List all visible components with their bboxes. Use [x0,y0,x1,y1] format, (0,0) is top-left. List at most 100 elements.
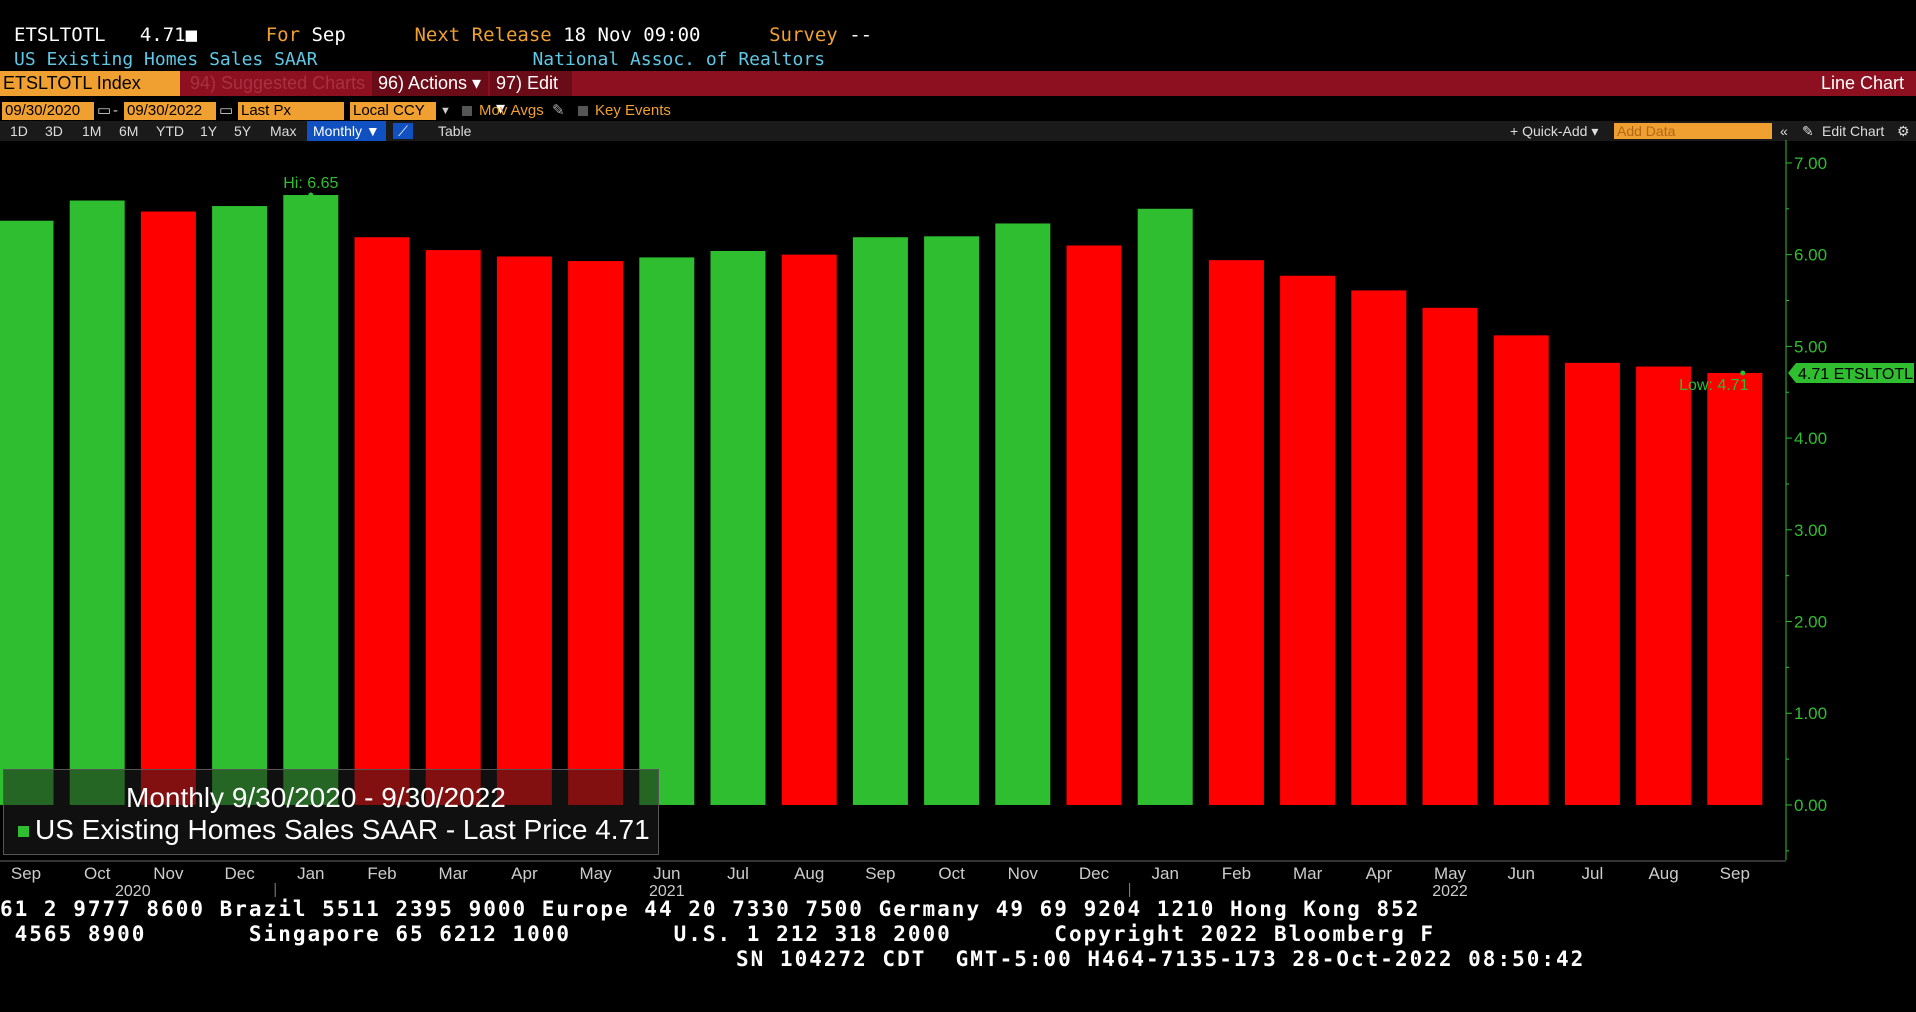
for-value: Sep [311,24,346,46]
period-5y[interactable]: 5Y [234,123,252,139]
mov-avgs-label: Mov Avgs [479,102,544,119]
actions-menu[interactable]: 96) Actions ▾ [372,71,488,96]
period-ytd[interactable]: YTD [156,123,184,139]
bar [1564,362,1620,805]
y-tick-label: 4.00 [1794,429,1827,448]
y-tick-label: 6.00 [1794,246,1827,265]
x-tick-label: Jul [727,864,749,883]
calendar-icon[interactable]: ▭ [219,102,234,119]
bar [1636,366,1692,805]
add-data-input[interactable]: Add Data [1614,123,1772,139]
x-tick-label: May [580,864,613,883]
x-year-label: 2020 [115,883,151,900]
quick-add-button[interactable]: + Quick-Add ▾ [1510,123,1599,139]
last-value-tag [1788,362,1914,383]
for-label: For [265,24,301,46]
x-year-label: 2022 [1432,883,1468,900]
legend-last-value: 4.71 [595,814,650,845]
line-chart-icon[interactable]: ⟋ [393,123,413,139]
period-1y[interactable]: 1Y [200,123,218,139]
series-name: US Existing Homes Sales SAAR [14,49,318,70]
x-tick-label: Jan [297,864,324,883]
x-tick-label: Sep [11,864,41,883]
footer-session: SN 104272 CDT GMT-5:00 H464-7135-173 28-… [736,947,1586,971]
period-6m[interactable]: 6M [119,123,139,139]
next-release-label: Next Release [414,24,552,46]
y-tick-label: 5.00 [1794,337,1827,356]
y-tick-label: 1.00 [1794,704,1827,723]
bar [1493,335,1549,805]
edit-chart-button[interactable]: Edit Chart [1822,123,1885,139]
bar [496,256,552,805]
x-tick-label: Sep [865,864,895,883]
x-tick-label: Mar [439,864,469,883]
chart-type-label[interactable]: Line Chart [1820,73,1904,93]
pencil-icon[interactable]: ✎ [552,102,565,119]
bars-group [0,195,1763,805]
bar [1707,372,1763,805]
y-tick-label: 2.00 [1794,613,1827,632]
options-row: 09/30/2020 ▭ - 09/30/2022 ▭ Last Px Loca… [0,100,1916,122]
date-separator: - [113,102,118,119]
last-value: 4.71 [139,24,186,46]
period-row: 1D 3D 1M 6M YTD 1Y 5Y Max Monthly ▼ ⟋ Ta… [0,121,1916,141]
legend-title: Monthly 9/30/2020 - 9/30/2022 [126,782,506,813]
bar [354,237,410,805]
mov-avgs-checkbox[interactable] [462,106,472,116]
bar [639,257,695,805]
y-tick-label: 3.00 [1794,521,1827,540]
gear-icon[interactable]: ⚙ [1897,123,1910,139]
bar [69,200,125,805]
pencil-icon[interactable]: ✎ [1802,123,1814,139]
chevron-down-icon[interactable]: ▼ [440,105,451,117]
period-max[interactable]: Max [270,123,297,139]
period-3d[interactable]: 3D [45,123,63,139]
bar [0,220,54,805]
x-tick-label: Jul [1582,864,1604,883]
bar [710,250,766,805]
key-events-checkbox[interactable] [578,106,588,116]
x-tick-label: Aug [794,864,824,883]
last-value-tag-text: 4.71 ETSLTOTL [1798,366,1913,383]
edit-menu[interactable]: 97) Edit ▾ [490,71,572,118]
x-tick-label: Dec [224,864,255,883]
source-name: National Assoc. of Realtors [532,49,826,70]
frequency-select[interactable]: Monthly ▼ [307,121,386,141]
table-button[interactable]: Table [438,123,472,139]
header-line: ETSLTOTL 4.71■ For Sep Next Release 18 N… [14,24,873,46]
collapse-icon[interactable]: « [1780,123,1788,139]
bar [1066,245,1122,805]
x-axis: Sep Oct Nov Dec Jan Feb Mar Apr May Jun Jul Aug Sep O… [0,860,1786,900]
period-1d[interactable]: 1D [10,123,28,139]
x-tick-label: Jun [1507,864,1534,883]
period-1m[interactable]: 1M [82,123,102,139]
x-tick-label: Oct [84,864,111,883]
y-axis: 7.00 6.00 5.00 4.00 3.00 2.00 1.00 0.00 [1785,140,1827,860]
bar [425,250,481,805]
bar [1422,307,1478,805]
x-tick-label: Nov [153,864,184,883]
key-events-label: Key Events [595,102,671,119]
chart-legend[interactable]: Monthly 9/30/2020 - 9/30/2022 US Existin… [3,769,659,855]
ticker: ETSLTOTL [14,24,106,46]
legend-swatch [18,826,29,838]
currency-select[interactable]: Local CCY [350,102,436,120]
start-date-input[interactable]: 09/30/2020 [2,102,94,120]
y-tick-label: 7.00 [1794,154,1827,173]
x-tick-label: Feb [367,864,396,883]
suggested-charts-button[interactable]: 94) Suggested Charts [190,73,366,93]
x-tick-label: Aug [1648,864,1678,883]
x-tick-label: Jun [653,864,680,883]
y-tick-label: 0.00 [1794,796,1827,815]
bar [924,236,980,805]
bar [852,237,908,805]
field-select[interactable]: Last Px [238,102,344,120]
next-release-value: 18 Nov 09:00 [563,24,701,46]
x-tick-label: Mar [1293,864,1323,883]
ticker-field[interactable]: ETSLTOTL Index [0,71,180,96]
bar [1280,275,1336,805]
end-date-input[interactable]: 09/30/2022 [124,102,216,120]
bar [781,254,837,805]
legend-series: US Existing Homes Sales SAAR - Last Pric… [18,814,650,846]
calendar-icon[interactable]: ▭ [97,102,112,119]
